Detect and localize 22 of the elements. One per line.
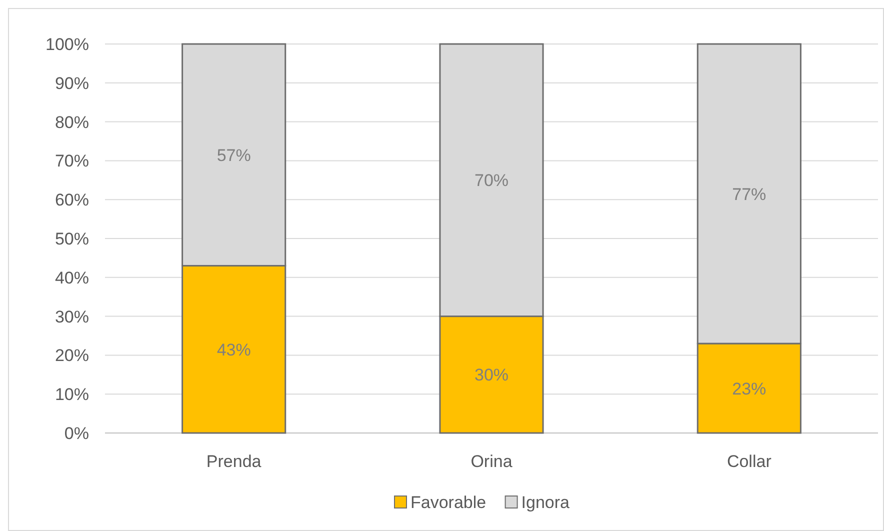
data-label: 23% [732,379,766,398]
y-tick-label: 40% [54,268,89,288]
y-tick-label: 100% [46,35,89,54]
x-tick-label: Orina [470,452,513,471]
y-tick-label: 20% [54,346,89,366]
y-tick-label: 30% [54,307,89,326]
x-tick-label: Prenda [206,452,262,471]
y-tick-label: 90% [54,74,89,93]
y-tick-label: 80% [54,112,89,132]
y-tick-label: 60% [54,190,89,210]
data-label: 57% [216,146,251,165]
data-label: 70% [474,171,509,190]
y-tick-label: 10% [54,385,89,404]
data-label: 43% [216,340,251,360]
data-label: 77% [732,184,766,204]
y-tick-label: 50% [54,230,89,248]
x-tick-label: Collar [726,452,772,471]
legend-label: Ignora [521,493,570,512]
data-label: 30% [474,366,509,385]
y-tick-label: 70% [54,152,89,171]
legend-label: Favorable [410,493,486,512]
y-tick-label: 0% [64,424,89,443]
